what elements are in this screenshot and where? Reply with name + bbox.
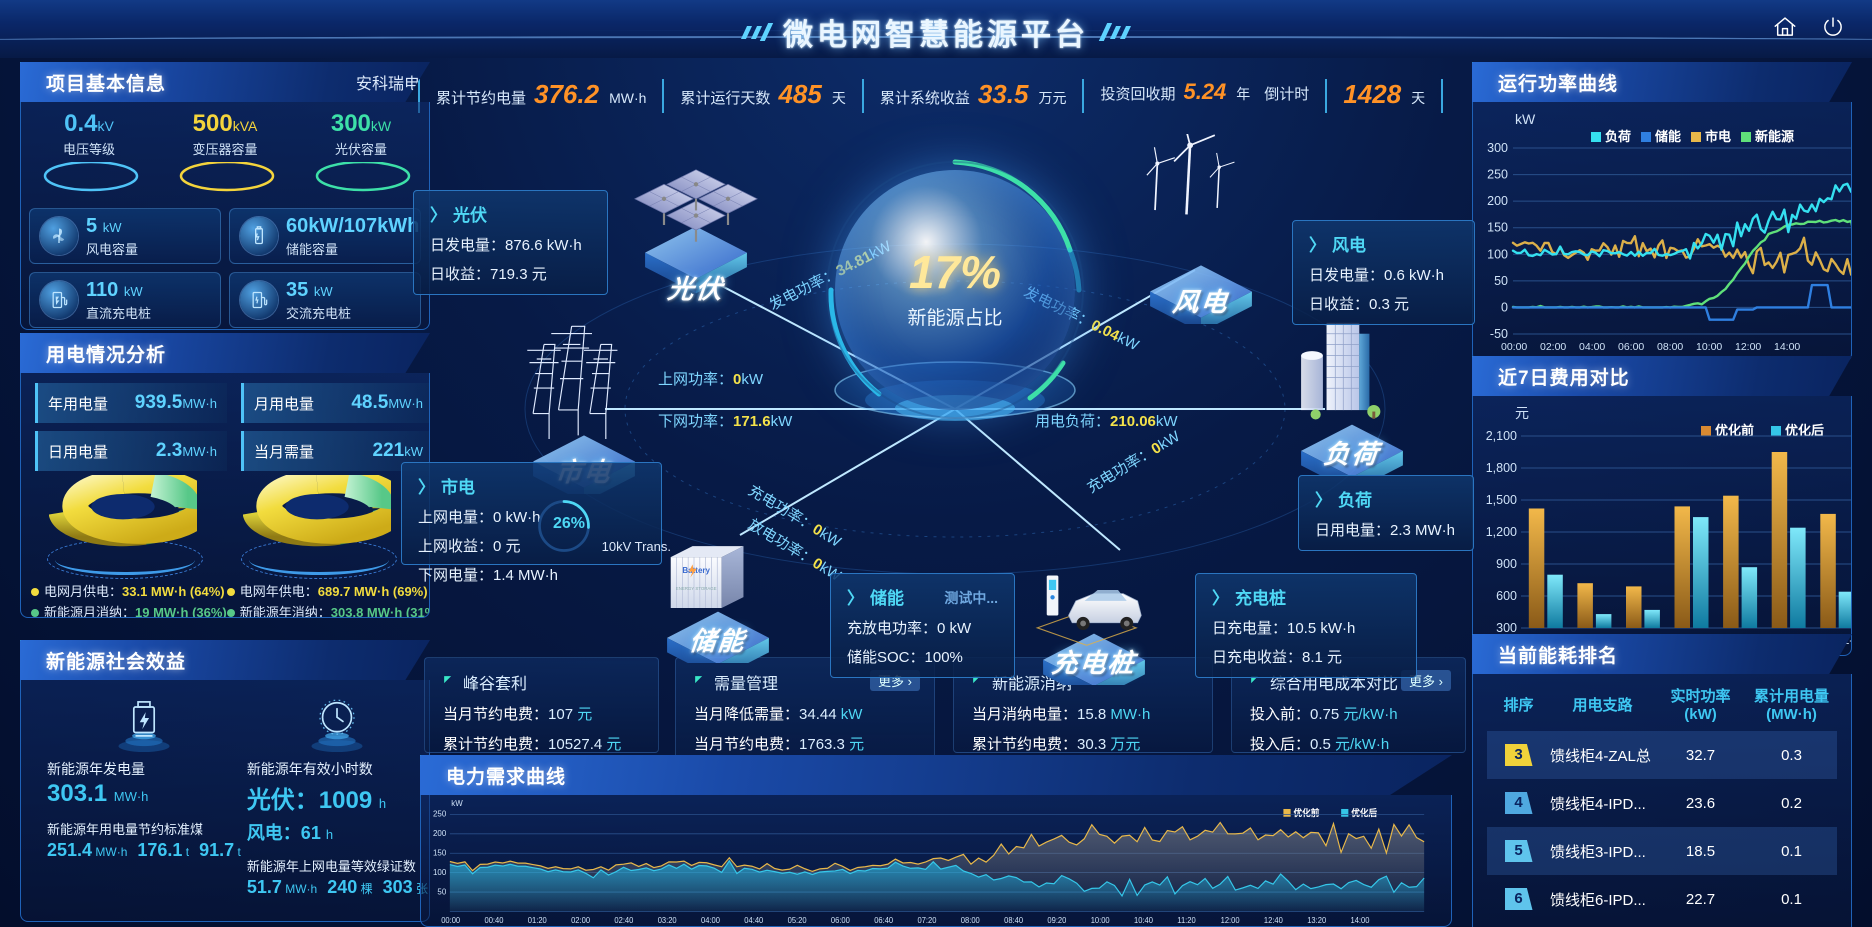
svg-text:10:00: 10:00 <box>1091 916 1111 925</box>
svg-text:Battery: Battery <box>682 566 710 575</box>
svg-text:900: 900 <box>1496 557 1517 571</box>
svg-text:1,500: 1,500 <box>1486 493 1517 507</box>
svg-text:0: 0 <box>1501 300 1508 314</box>
svg-text:250: 250 <box>1487 168 1508 182</box>
svg-text:市电: 市电 <box>1705 129 1731 144</box>
svg-text:100: 100 <box>1487 247 1508 261</box>
svg-text:优化后: 优化后 <box>1351 807 1377 818</box>
svg-text:优化前: 优化前 <box>1294 807 1320 818</box>
svg-text:50: 50 <box>437 887 446 896</box>
svg-text:02:00: 02:00 <box>571 916 591 925</box>
svg-text:07:20: 07:20 <box>918 916 938 925</box>
svg-text:12:00: 12:00 <box>1735 341 1761 353</box>
svg-text:06:40: 06:40 <box>874 916 894 925</box>
svg-text:200: 200 <box>433 829 447 838</box>
svg-text:12:40: 12:40 <box>1264 916 1284 925</box>
svg-text:08:40: 08:40 <box>1004 916 1024 925</box>
svg-text:1,800: 1,800 <box>1486 461 1517 475</box>
svg-text:02:40: 02:40 <box>614 916 634 925</box>
svg-text:03:20: 03:20 <box>658 916 678 925</box>
svg-text:00:00: 00:00 <box>1501 341 1527 353</box>
svg-text:kW: kW <box>451 799 463 808</box>
svg-text:04:00: 04:00 <box>701 916 721 925</box>
svg-text:09:20: 09:20 <box>1047 916 1067 925</box>
svg-text:00:00: 00:00 <box>441 916 461 925</box>
svg-text:01:20: 01:20 <box>528 916 548 925</box>
svg-text:600: 600 <box>1496 589 1517 603</box>
svg-text:-50: -50 <box>1490 327 1508 341</box>
svg-text:06:00: 06:00 <box>1618 341 1644 353</box>
svg-text:00:40: 00:40 <box>485 916 505 925</box>
svg-text:04:00: 04:00 <box>1579 341 1605 353</box>
svg-text:1,200: 1,200 <box>1486 525 1517 539</box>
svg-text:2,100: 2,100 <box>1486 429 1517 443</box>
svg-text:14:00: 14:00 <box>1774 341 1800 353</box>
svg-text:08:00: 08:00 <box>961 916 981 925</box>
svg-text:10:00: 10:00 <box>1696 341 1722 353</box>
svg-text:14:00: 14:00 <box>1351 916 1371 925</box>
svg-text:元: 元 <box>1515 405 1529 421</box>
svg-text:11:20: 11:20 <box>1177 916 1196 925</box>
svg-text:200: 200 <box>1487 194 1508 208</box>
svg-text:150: 150 <box>1487 221 1508 235</box>
svg-text:ENERGY STORAGE: ENERGY STORAGE <box>676 586 717 591</box>
svg-text:kW: kW <box>1515 111 1536 127</box>
svg-text:50: 50 <box>1494 274 1508 288</box>
svg-text:300: 300 <box>1487 141 1508 155</box>
svg-text:08:00: 08:00 <box>1657 341 1683 353</box>
svg-text:13:20: 13:20 <box>1307 916 1327 925</box>
svg-text:02:00: 02:00 <box>1540 341 1566 353</box>
svg-text:04:40: 04:40 <box>744 916 764 925</box>
svg-text:12:00: 12:00 <box>1221 916 1241 925</box>
svg-text:05:20: 05:20 <box>788 916 808 925</box>
svg-text:250: 250 <box>433 809 447 818</box>
svg-text:负荷: 负荷 <box>1605 129 1631 144</box>
svg-text:300: 300 <box>1496 621 1517 635</box>
svg-text:100: 100 <box>433 868 447 877</box>
svg-text:10:40: 10:40 <box>1134 916 1154 925</box>
svg-text:150: 150 <box>433 848 447 857</box>
svg-text:储能: 储能 <box>1654 129 1681 144</box>
svg-text:06:00: 06:00 <box>831 916 851 925</box>
svg-text:新能源: 新能源 <box>1755 129 1794 144</box>
